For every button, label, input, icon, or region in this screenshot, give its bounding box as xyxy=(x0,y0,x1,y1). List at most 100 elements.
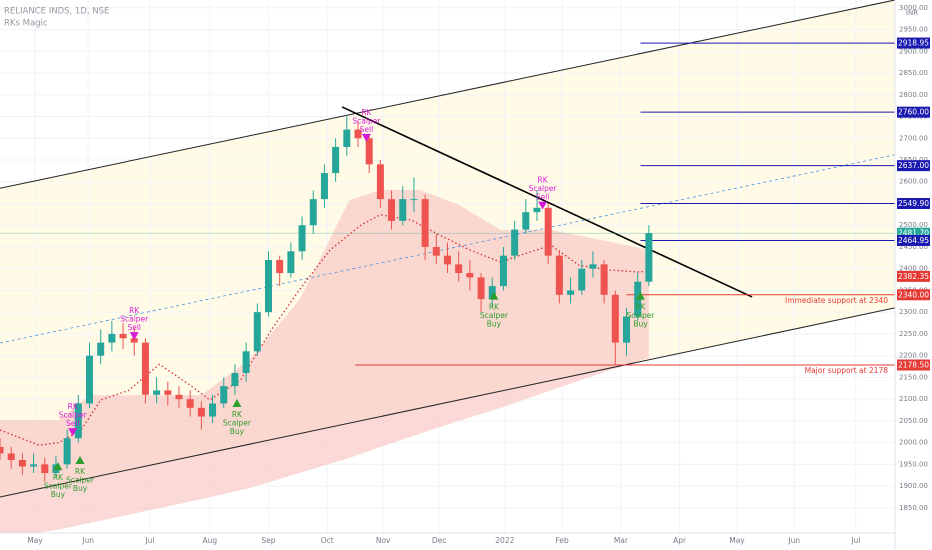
annotation: Major support at 2178 xyxy=(805,366,889,375)
signal-label: RK xyxy=(129,306,140,315)
candle-body xyxy=(63,438,71,465)
signal-label: Buy xyxy=(230,427,245,436)
candle-body xyxy=(645,233,653,282)
candle-body xyxy=(455,264,463,274)
candle-body xyxy=(108,333,116,343)
candle-body xyxy=(600,264,608,295)
candle-body xyxy=(320,173,328,200)
y-tick-label: 2850.00 xyxy=(899,69,928,77)
candle-body xyxy=(365,138,373,165)
price-label: 2340.00 xyxy=(898,290,929,299)
price-label: 2481.70 xyxy=(898,229,929,238)
candle-body xyxy=(186,399,194,408)
y-tick-label: 2450.00 xyxy=(899,243,928,251)
signal-marker xyxy=(129,332,139,341)
y-tick-label: 2400.00 xyxy=(899,265,928,273)
candle-body xyxy=(0,446,4,454)
candle-body xyxy=(74,403,82,439)
signal-label: RK xyxy=(53,473,64,482)
trend-line xyxy=(0,0,896,189)
candle-body xyxy=(578,268,586,291)
signal-label: Buy xyxy=(73,484,88,493)
signal-label: Scalper xyxy=(529,184,558,193)
signal-marker xyxy=(361,133,371,142)
price-label-box xyxy=(897,37,930,49)
price-label-box xyxy=(897,198,930,210)
price-label: 2178.50 xyxy=(898,361,929,370)
signal-label: Sell xyxy=(66,419,80,428)
candle-body xyxy=(499,255,507,287)
plot-area: Immediate support at 2340 Major support a… xyxy=(0,0,896,539)
candle-body xyxy=(298,225,306,252)
time-axis xyxy=(0,533,895,550)
trend-line xyxy=(341,106,753,298)
candle-body xyxy=(276,260,284,274)
x-tick-label: Aug xyxy=(202,536,217,545)
price-label-box xyxy=(897,359,930,371)
band xyxy=(0,190,649,539)
candle-body xyxy=(41,464,49,474)
y-tick-label: 1950.00 xyxy=(899,460,928,468)
y-tick-label: 2300.00 xyxy=(899,308,928,316)
candle-body xyxy=(589,264,597,269)
signal-marker xyxy=(75,456,85,464)
candle-body xyxy=(533,207,541,213)
candle-body xyxy=(30,464,38,467)
x-tick-label: Sep xyxy=(261,536,275,545)
x-tick-label: 2022 xyxy=(495,536,514,545)
candle-body xyxy=(287,251,295,274)
y-tick-label: 2500.00 xyxy=(899,221,928,229)
candle-body xyxy=(253,312,261,352)
signal-label: RK xyxy=(538,176,549,185)
price-label-box xyxy=(897,270,930,282)
y-tick-label: 2700.00 xyxy=(899,134,928,142)
x-tick-label: Nov xyxy=(376,536,391,545)
signal-label: Scalper xyxy=(626,311,655,320)
signal-marker xyxy=(232,399,242,408)
signal-label: Sell xyxy=(536,193,550,202)
signal-label: Sell xyxy=(360,125,374,134)
candle-body xyxy=(309,199,317,226)
candle-body xyxy=(119,333,127,339)
y-tick-label: 2100.00 xyxy=(899,395,928,403)
x-tick-label: May xyxy=(27,536,43,545)
candle-body xyxy=(477,277,485,300)
price-label: 2464.95 xyxy=(898,236,929,245)
signal-label: RK xyxy=(68,402,79,411)
price-label: 2637.00 xyxy=(898,161,929,170)
candle-body xyxy=(522,212,530,230)
candle-body xyxy=(164,390,172,395)
signal-label: Scalper xyxy=(352,116,381,125)
y-tick-label: 2150.00 xyxy=(899,373,928,381)
candle-body xyxy=(197,407,205,417)
y-tick-label: 1850.00 xyxy=(899,504,928,512)
candle-body xyxy=(343,129,351,147)
x-tick-label: Oct xyxy=(321,536,334,545)
y-tick-label: 2600.00 xyxy=(899,178,928,186)
annotation: Immediate support at 2340 xyxy=(785,296,888,305)
candle-body xyxy=(421,199,429,247)
signal-marker xyxy=(538,201,548,210)
signal-label: Scalper xyxy=(44,482,73,491)
y-tick-label: 2050.00 xyxy=(899,417,928,425)
signal-label: Buy xyxy=(487,320,502,329)
candle-body xyxy=(388,199,396,221)
candle-body xyxy=(354,129,362,139)
candle-body xyxy=(265,260,272,313)
price-label: 2918.95 xyxy=(898,39,929,48)
price-label-box xyxy=(897,234,930,246)
x-tick-label: Apr xyxy=(673,536,687,545)
x-tick-label: Dec xyxy=(432,536,447,545)
x-tick-label: Jul xyxy=(144,536,154,545)
x-tick-label: Feb xyxy=(556,536,570,545)
candle-body xyxy=(611,294,619,343)
candle-body xyxy=(141,342,149,395)
candle-body xyxy=(130,338,138,343)
candle-body xyxy=(410,199,418,201)
y-tick-label: 2650.00 xyxy=(899,156,928,164)
x-tick-label: Jun xyxy=(787,536,800,545)
candle-body xyxy=(332,146,340,174)
y-tick-label: 2800.00 xyxy=(899,91,928,99)
x-tick-label: Jun xyxy=(81,536,94,545)
